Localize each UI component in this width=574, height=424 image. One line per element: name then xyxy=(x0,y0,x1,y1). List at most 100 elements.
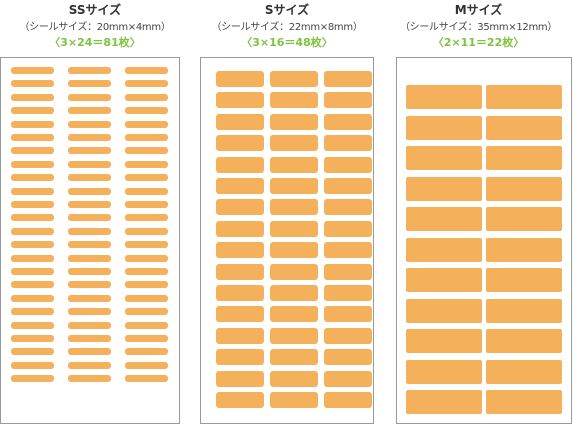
sticker xyxy=(270,220,318,237)
sticker xyxy=(125,187,168,195)
sticker xyxy=(324,370,372,387)
sticker xyxy=(11,134,54,141)
sticker xyxy=(68,67,111,74)
sticker xyxy=(68,294,111,302)
sticker xyxy=(486,329,562,353)
sticker xyxy=(68,321,111,329)
sticker xyxy=(11,120,54,128)
sticker xyxy=(11,348,54,356)
sticker xyxy=(324,306,372,323)
sticker xyxy=(11,254,54,262)
sticker xyxy=(486,85,562,109)
sticker xyxy=(216,349,264,366)
sticker xyxy=(11,241,54,249)
sticker xyxy=(324,113,372,130)
sticker xyxy=(11,308,54,316)
sticker xyxy=(68,187,111,195)
sticker xyxy=(11,335,54,342)
sticker xyxy=(270,199,318,216)
sticker xyxy=(216,92,264,109)
sticker xyxy=(324,220,372,237)
sticker xyxy=(11,187,54,195)
sticker xyxy=(11,321,54,329)
sticker-sheet-s xyxy=(200,57,374,424)
panel-title: Mサイズ xyxy=(454,3,503,17)
sticker xyxy=(125,268,168,275)
sticker xyxy=(270,285,318,301)
sticker xyxy=(406,237,482,262)
sticker xyxy=(11,174,54,182)
sticker xyxy=(68,107,111,115)
sticker xyxy=(324,349,372,366)
sticker xyxy=(486,146,562,170)
sticker xyxy=(270,113,318,130)
sticker xyxy=(486,359,562,384)
sticker xyxy=(406,268,482,292)
sticker xyxy=(486,176,562,201)
sticker xyxy=(125,321,168,329)
sticker xyxy=(11,227,54,235)
sticker xyxy=(486,237,562,262)
panel-title: SSサイズ xyxy=(68,3,122,17)
sticker xyxy=(270,178,318,194)
sticker xyxy=(125,348,168,356)
sticker xyxy=(68,281,111,289)
sticker xyxy=(324,135,372,152)
sticker xyxy=(270,370,318,387)
sticker xyxy=(324,92,372,109)
sticker xyxy=(216,370,264,387)
sticker xyxy=(68,214,111,222)
sticker xyxy=(68,241,111,249)
sticker xyxy=(68,201,111,208)
sticker xyxy=(11,375,54,383)
sticker xyxy=(406,85,482,109)
sticker xyxy=(68,335,111,342)
sticker xyxy=(68,160,111,168)
sticker xyxy=(406,329,482,353)
sticker xyxy=(216,285,264,301)
sticker xyxy=(11,147,54,155)
sticker xyxy=(270,306,318,323)
sticker xyxy=(11,214,54,222)
sticker xyxy=(125,361,168,369)
sticker xyxy=(324,285,372,301)
sticker xyxy=(406,359,482,384)
sticker xyxy=(125,294,168,302)
sticker xyxy=(11,361,54,369)
sticker xyxy=(270,242,318,259)
sticker xyxy=(324,199,372,216)
sticker-sheet-m xyxy=(396,57,572,424)
sticker xyxy=(324,327,372,344)
sticker xyxy=(324,178,372,194)
sticker xyxy=(68,254,111,262)
sticker xyxy=(216,327,264,344)
sticker xyxy=(11,281,54,289)
sticker xyxy=(324,392,372,408)
sticker xyxy=(125,201,168,208)
sticker xyxy=(125,93,168,101)
sticker xyxy=(68,375,111,383)
sticker xyxy=(68,120,111,128)
sticker xyxy=(11,294,54,302)
sticker xyxy=(406,207,482,231)
sticker xyxy=(270,92,318,109)
sticker xyxy=(68,361,111,369)
sticker xyxy=(216,178,264,194)
sticker xyxy=(406,176,482,201)
sticker xyxy=(11,93,54,101)
sticker xyxy=(68,227,111,235)
sticker xyxy=(68,80,111,88)
sticker-count-label: 〈2×11＝22枚〉 xyxy=(432,36,525,49)
sticker xyxy=(68,93,111,101)
sticker xyxy=(270,392,318,408)
sticker xyxy=(406,298,482,323)
sticker xyxy=(216,306,264,323)
panel-title: Sサイズ xyxy=(264,3,310,17)
sticker xyxy=(125,241,168,249)
sticker xyxy=(216,156,264,173)
sticker xyxy=(68,308,111,316)
sticker xyxy=(216,135,264,152)
sticker xyxy=(486,268,562,292)
sticker xyxy=(68,147,111,155)
sticker-sheet-ss xyxy=(0,57,180,424)
